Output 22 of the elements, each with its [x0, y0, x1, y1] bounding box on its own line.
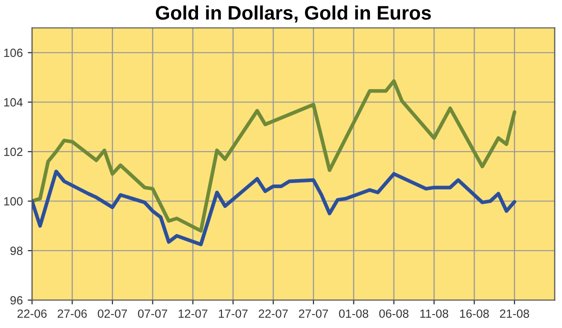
- y-tick-label: 102: [4, 148, 22, 156]
- x-tick-label: 07-07: [138, 309, 168, 318]
- x-tick-label: 06-08: [379, 309, 408, 318]
- y-tick-label: 100: [4, 197, 23, 206]
- y-tick-label: 98: [10, 246, 22, 256]
- x-tick-label: 02-07: [98, 309, 127, 318]
- x-tick-label: 12-07: [178, 309, 208, 318]
- chart-title: Gold in Dollars, Gold in Euros: [156, 5, 431, 23]
- x-tick-label: 27-06: [58, 309, 87, 318]
- y-tick-label: 96: [10, 296, 22, 305]
- line-series: [32, 170, 516, 246]
- y-tick-label: 106: [4, 48, 22, 58]
- x-tick-label: 27-07: [298, 309, 328, 318]
- x-tick-label: 22-06: [18, 309, 47, 318]
- x-tick-label: 11-08: [420, 309, 448, 318]
- x-tick-label: 21-08: [500, 309, 530, 318]
- x-tick-label: 22-07: [258, 309, 288, 318]
- x-tick-label: 17-07: [218, 309, 248, 318]
- line-series: [32, 79, 516, 233]
- x-tick-label: 16-08: [460, 309, 489, 318]
- x-tick-label: 01-08: [339, 309, 368, 318]
- y-tick-label: 104: [4, 98, 23, 107]
